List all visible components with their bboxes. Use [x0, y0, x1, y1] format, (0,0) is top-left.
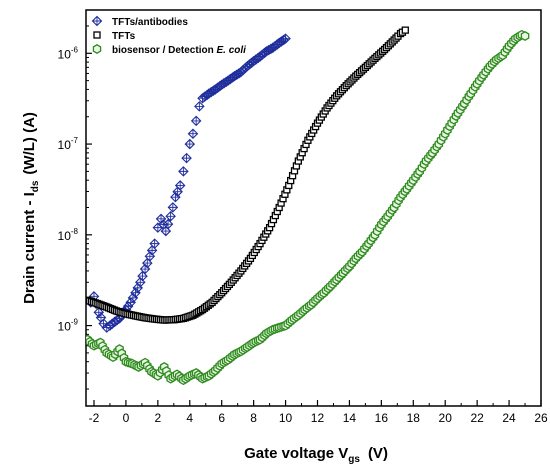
series-0-point	[95, 312, 107, 323]
series-0-point	[135, 277, 146, 288]
series-0-point	[142, 257, 153, 269]
y-axis-title: Drain current - Ids(W/L) (A)	[21, 112, 41, 304]
x-tick-label: 2	[154, 411, 161, 425]
x-tick-label: 22	[470, 411, 484, 425]
y-axis: 10-9 10-8 10-7 10-6	[58, 9, 92, 390]
y-tick-label: 10-7	[58, 136, 79, 152]
x-tick-label: 4	[186, 411, 193, 425]
series-0-point	[280, 33, 291, 44]
series-0-point	[125, 297, 136, 308]
series-0-point	[194, 101, 205, 112]
legend-marker-0	[91, 15, 103, 27]
series-0-point	[162, 218, 174, 230]
data-markers	[86, 26, 530, 386]
series-2-point	[520, 31, 530, 41]
legend-marker-2	[92, 44, 102, 54]
x-tick-label: 8	[250, 411, 257, 425]
legend-label-0: TFTs/antibodies	[112, 17, 188, 28]
series-0-point	[149, 238, 160, 249]
x-tick-label: 24	[502, 411, 516, 425]
series-1-point	[401, 26, 409, 34]
series-0-point	[184, 138, 196, 150]
x-axis: -2 0 2 4 6 8 10 12 14 16 18 20 22 24 26	[89, 400, 548, 425]
x-tick-label: 18	[407, 411, 421, 425]
x-axis-title: Gate voltage Vgs (V)	[244, 445, 388, 465]
series-0-point	[172, 186, 183, 197]
x-tick-label: 20	[439, 411, 453, 425]
plot-frame	[85, 9, 542, 407]
x-tick-label: 26	[534, 411, 548, 425]
series-0-point	[160, 225, 172, 237]
legend-label-2: biosensor / Detection E. coli	[112, 45, 246, 56]
legend-marker-1	[93, 31, 101, 39]
series-0-point	[178, 166, 189, 177]
x-tick-label: 16	[375, 411, 389, 425]
y-tick-label: 10-6	[58, 45, 79, 61]
series-0-point	[137, 270, 148, 282]
x-tick-label: 10	[279, 411, 293, 425]
legend: TFTs/antibodies TFTs biosensor / Detection…	[91, 15, 246, 56]
x-tick-label: 6	[218, 411, 225, 425]
y-tick-label: 10-8	[58, 227, 79, 243]
y-tick-label: 10-9	[58, 318, 79, 334]
x-tick-label: 0	[123, 411, 130, 425]
series-0-point	[190, 115, 202, 127]
series-0-point	[174, 180, 186, 191]
series-0-point	[167, 202, 179, 213]
x-tick-label: 12	[311, 411, 325, 425]
series-0-point	[187, 128, 199, 139]
legend-label-1: TFTs	[112, 31, 136, 42]
series-0-point	[165, 211, 176, 222]
x-tick-label: 14	[343, 411, 357, 425]
series-0-point	[146, 245, 158, 256]
series-0-point	[181, 152, 192, 164]
x-tick-label: -2	[89, 411, 100, 425]
